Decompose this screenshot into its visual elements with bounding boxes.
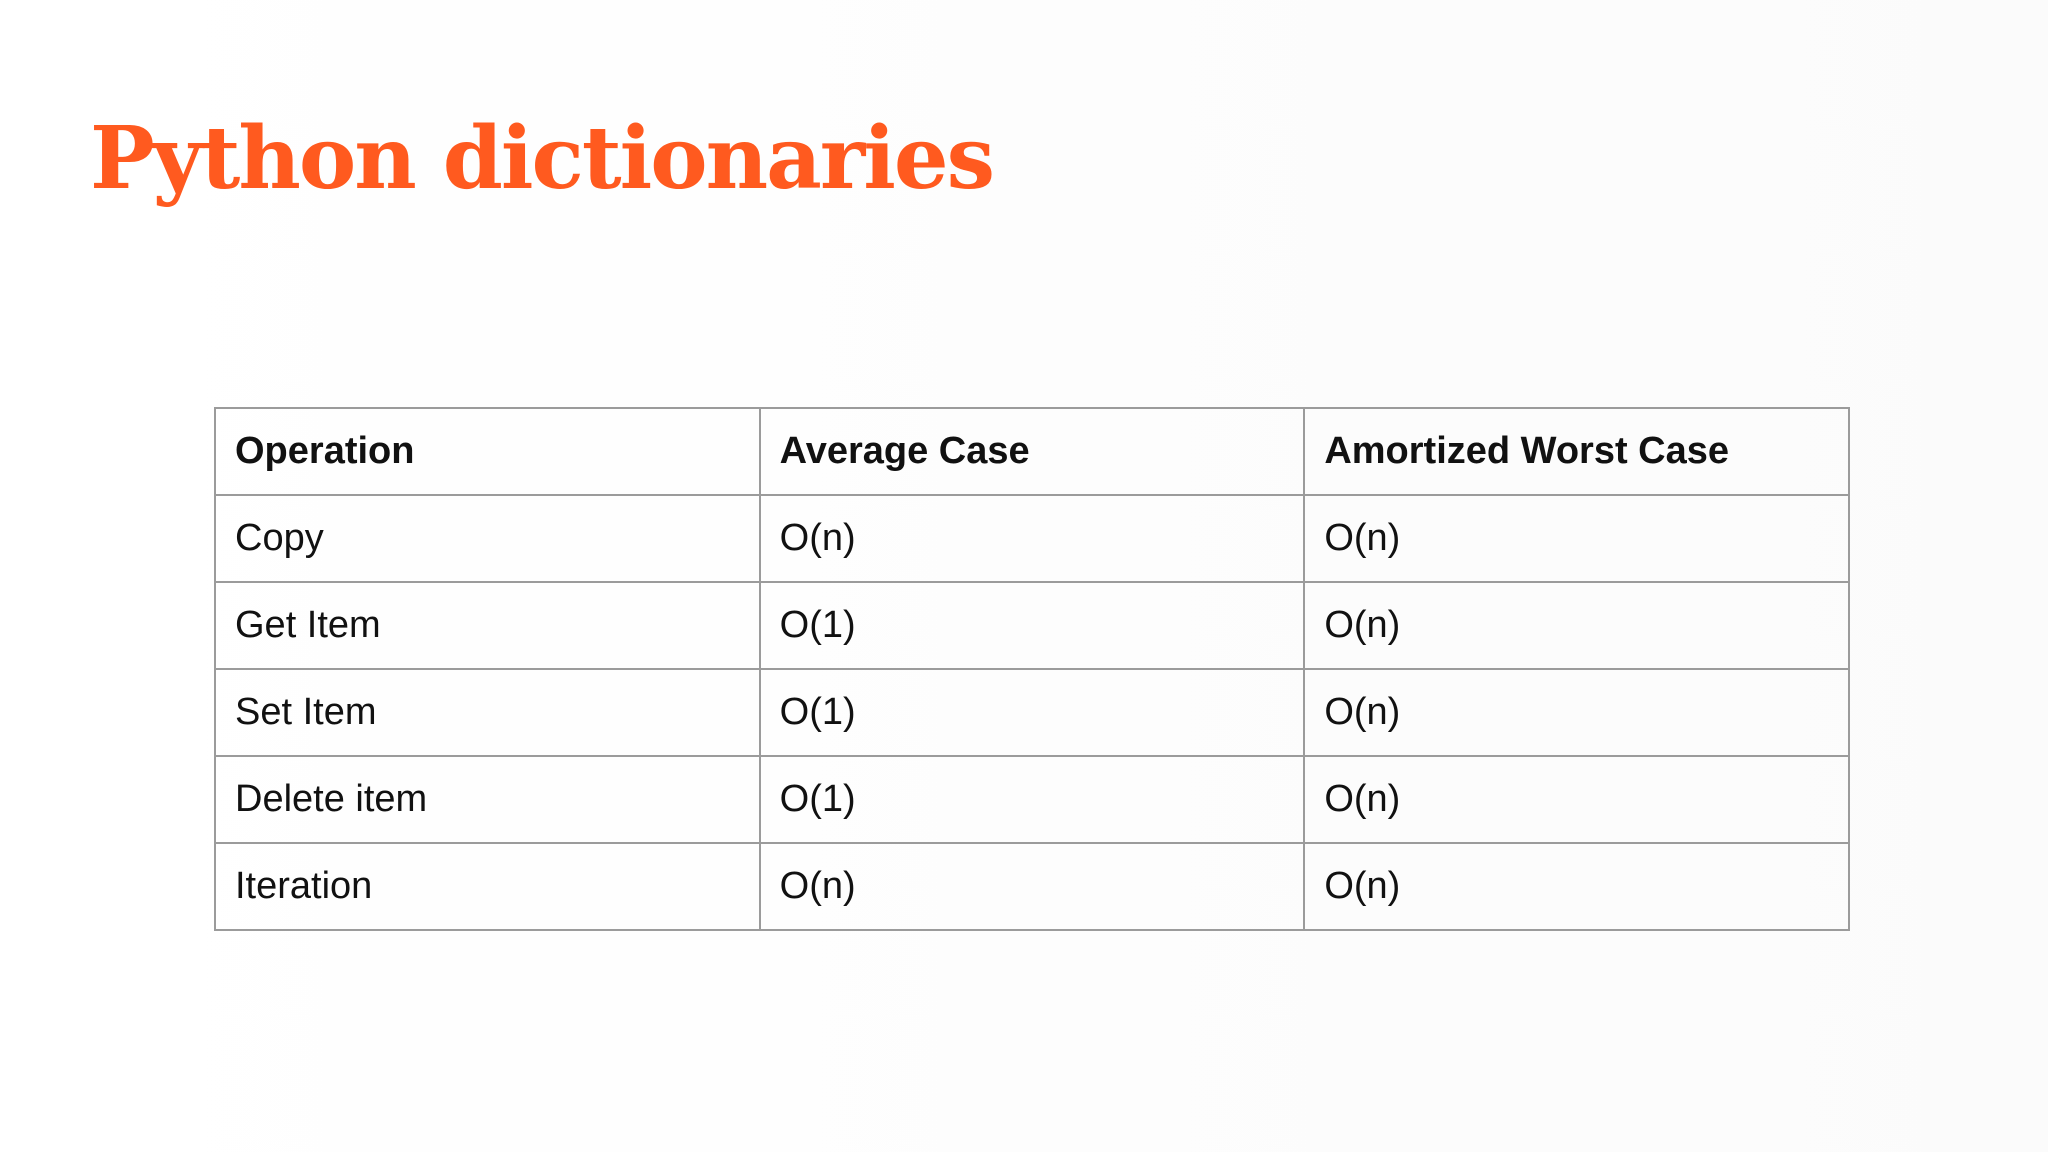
operation-cell: Delete item (214, 755, 761, 844)
slide-title: Python dictionaries (90, 108, 995, 209)
worst-case-cell: O(n) (1303, 755, 1850, 844)
table-row: Set Item O(1) O(n) (214, 668, 1850, 757)
average-case-cell: O(1) (758, 668, 1306, 757)
header-operation: Operation (214, 407, 761, 496)
table-row: Get Item O(1) O(n) (214, 581, 1850, 670)
complexity-table: Operation Average Case Amortized Worst C… (214, 407, 1850, 931)
table-row: Iteration O(n) O(n) (214, 842, 1850, 931)
table-row: Delete item O(1) O(n) (214, 755, 1850, 844)
header-amortized-worst-case: Amortized Worst Case (1303, 407, 1850, 496)
complexity-table-container: Operation Average Case Amortized Worst C… (214, 407, 1850, 931)
worst-case-cell: O(n) (1303, 581, 1850, 670)
average-case-cell: O(n) (758, 494, 1306, 583)
operation-cell: Iteration (214, 842, 761, 931)
operation-cell: Get Item (214, 581, 761, 670)
average-case-cell: O(n) (758, 842, 1306, 931)
operation-cell: Set Item (214, 668, 761, 757)
average-case-cell: O(1) (758, 755, 1306, 844)
worst-case-cell: O(n) (1303, 842, 1850, 931)
table-header-row: Operation Average Case Amortized Worst C… (214, 407, 1850, 496)
worst-case-cell: O(n) (1303, 494, 1850, 583)
table-row: Copy O(n) O(n) (214, 494, 1850, 583)
operation-cell: Copy (214, 494, 761, 583)
average-case-cell: O(1) (758, 581, 1306, 670)
worst-case-cell: O(n) (1303, 668, 1850, 757)
header-average-case: Average Case (758, 407, 1306, 496)
